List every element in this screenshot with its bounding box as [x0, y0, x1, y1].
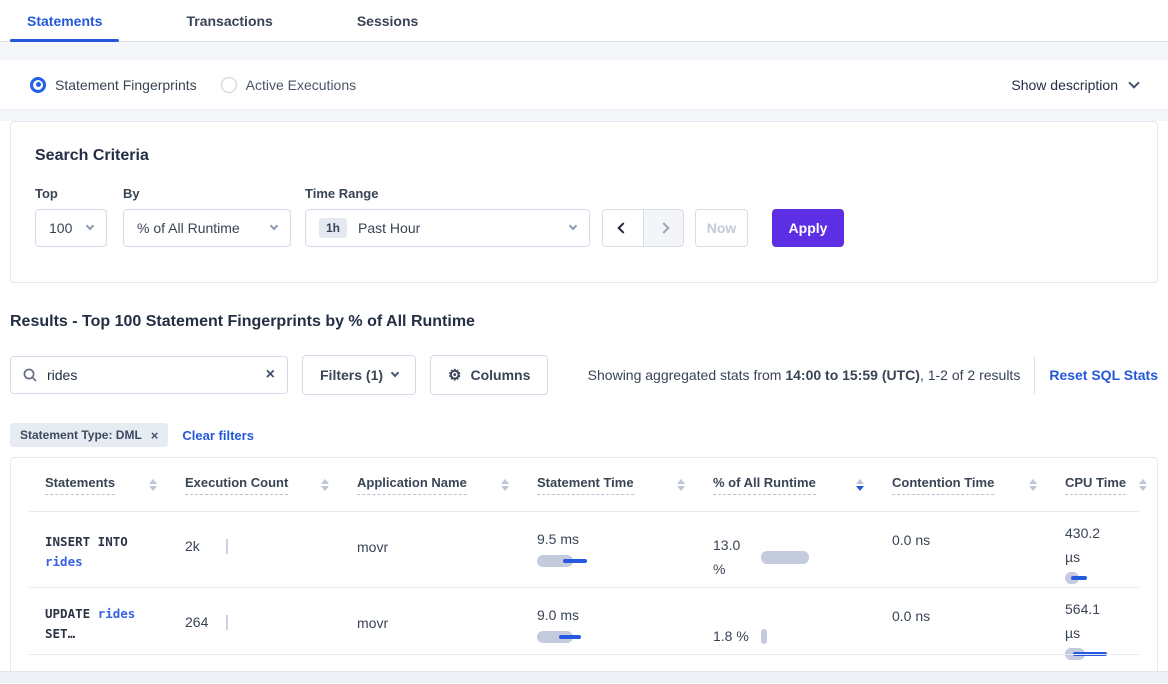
time-range-pager	[602, 209, 684, 247]
page-gap	[0, 110, 1168, 121]
by-field: By % of All Runtime	[107, 186, 291, 247]
sort-icon-active-desc	[856, 479, 864, 491]
results-heading: Results - Top 100 Statement Fingerprints…	[10, 313, 475, 330]
radio-active-executions[interactable]: Active Executions	[220, 76, 357, 93]
sort-icon	[1029, 479, 1037, 491]
statement-time-cell: 9.0 ms	[537, 588, 713, 660]
radio-statement-fingerprints[interactable]: Statement Fingerprints	[30, 76, 197, 93]
page-gap	[0, 42, 1168, 60]
statement-time-bar	[537, 555, 601, 567]
sort-icon	[321, 479, 329, 491]
search-input[interactable]	[47, 367, 256, 383]
cpu-time-bar	[1065, 572, 1125, 584]
top-label: Top	[35, 186, 58, 201]
time-range-label: Time Range	[305, 186, 379, 201]
radio-label: Statement Fingerprints	[55, 76, 197, 93]
page-bottom-strip	[0, 671, 1168, 683]
time-range-field: Time Range 1h Past Hour	[291, 186, 590, 247]
application-name-cell: movr	[357, 615, 389, 631]
statement-cell: INSERT INTO rides	[45, 534, 128, 569]
sort-icon	[677, 479, 685, 491]
now-button[interactable]: Now	[695, 209, 748, 247]
contention-time-cell: 0.0 ns	[892, 532, 931, 548]
cpu-time-bar	[1065, 648, 1125, 660]
vertical-divider	[1034, 356, 1036, 394]
results-toolbar: × Filters (1) ⚙ Columns Showing aggregat…	[10, 355, 1158, 395]
next-time-range-button[interactable]	[643, 210, 683, 246]
gear-icon: ⚙	[448, 366, 462, 384]
cpu-time-cell: 430.2 µs	[1065, 512, 1157, 588]
tab-transactions[interactable]: Transactions	[186, 12, 273, 29]
chevron-right-icon	[657, 222, 670, 234]
by-label: By	[123, 186, 140, 201]
application-name-cell: movr	[357, 539, 389, 555]
statement-cell: UPDATE rides SET…	[45, 606, 136, 641]
column-header-pct-of-all-runtime[interactable]: % of All Runtime	[713, 475, 892, 495]
column-header-contention-time[interactable]: Contention Time	[892, 475, 1065, 495]
column-header-execution-count[interactable]: Execution Count	[185, 475, 357, 495]
statement-time-cell: 9.5 ms	[537, 512, 713, 588]
execution-count-bar	[226, 539, 228, 554]
clear-search-icon[interactable]: ×	[265, 366, 275, 383]
sort-icon	[1139, 479, 1147, 491]
contention-time-cell: 0.0 ns	[892, 608, 931, 624]
top-field: Top 100	[35, 186, 107, 247]
cpu-time-cell: 564.1 µs	[1065, 588, 1157, 660]
chevron-down-icon	[568, 221, 578, 231]
tab-sessions[interactable]: Sessions	[356, 12, 419, 29]
show-description-toggle[interactable]: Show description	[1011, 76, 1140, 93]
statement-fingerprint-link[interactable]: rides	[97, 606, 136, 621]
top-select[interactable]: 100	[35, 209, 107, 247]
execution-count-cell: 2k	[185, 512, 357, 588]
filter-chip-statement-type: Statement Type: DML ×	[10, 423, 169, 447]
pct-runtime-bar	[761, 550, 809, 564]
radio-selected-icon	[30, 76, 46, 93]
sort-icon	[501, 479, 509, 491]
clear-filters-link[interactable]: Clear filters	[182, 427, 254, 443]
column-header-cpu-time[interactable]: CPU Time	[1065, 475, 1157, 495]
execution-count-bar	[226, 615, 228, 630]
search-icon	[23, 368, 37, 382]
pct-of-runtime-cell: 1.8 %	[713, 588, 892, 660]
execution-count-cell: 264	[185, 588, 357, 660]
filters-button[interactable]: Filters (1)	[302, 355, 417, 395]
view-mode-bar: Statement Fingerprints Active Executions…	[0, 60, 1168, 110]
statements-table: Statements Execution Count Application N…	[10, 457, 1158, 671]
chevron-down-icon	[85, 221, 95, 231]
radio-label: Active Executions	[245, 76, 357, 93]
table-row: UPDATE rides SET… 264 movr 9.0 ms 1.8 % …	[11, 588, 1157, 660]
radio-unselected-icon	[220, 76, 237, 93]
tab-statements[interactable]: Statements	[10, 0, 120, 42]
table-row: INSERT INTO rides 2k movr 9.5 ms 13.0 % …	[11, 512, 1157, 588]
chevron-down-icon	[1128, 76, 1140, 89]
chevron-left-icon	[617, 222, 629, 234]
time-range-badge: 1h	[319, 218, 348, 238]
statement-fingerprint-link[interactable]: rides	[45, 554, 83, 569]
summary-time-range: 14:00 to 15:59 (UTC)	[785, 367, 920, 383]
by-select[interactable]: % of All Runtime	[123, 209, 291, 247]
pct-of-runtime-cell: 13.0 %	[713, 512, 892, 588]
sort-icon	[149, 479, 157, 491]
columns-button[interactable]: ⚙ Columns	[430, 355, 549, 395]
time-range-select[interactable]: 1h Past Hour	[305, 209, 590, 247]
previous-time-range-button[interactable]	[603, 210, 643, 246]
column-header-application-name[interactable]: Application Name	[357, 475, 537, 495]
results-summary: Showing aggregated stats from 14:00 to 1…	[587, 367, 1021, 383]
chevron-down-icon	[269, 221, 279, 231]
search-criteria-title: Search Criteria	[35, 147, 149, 164]
column-header-statement-time[interactable]: Statement Time	[537, 475, 713, 495]
table-header-row: Statements Execution Count Application N…	[11, 458, 1157, 512]
statement-search-box: ×	[10, 356, 288, 394]
statement-time-bar	[537, 631, 601, 643]
pct-runtime-bar	[760, 628, 767, 644]
top-tabs: Statements Transactions Sessions	[0, 0, 1168, 42]
search-criteria-card: Search Criteria Top 100 By % of All Runt…	[10, 121, 1158, 283]
reset-sql-stats-link[interactable]: Reset SQL Stats	[1049, 367, 1158, 383]
chevron-down-icon	[390, 368, 400, 378]
apply-button[interactable]: Apply	[772, 209, 844, 247]
remove-filter-icon[interactable]: ×	[150, 427, 159, 443]
active-filters-row: Statement Type: DML × Clear filters	[10, 423, 1158, 447]
column-header-statements[interactable]: Statements	[11, 475, 185, 495]
